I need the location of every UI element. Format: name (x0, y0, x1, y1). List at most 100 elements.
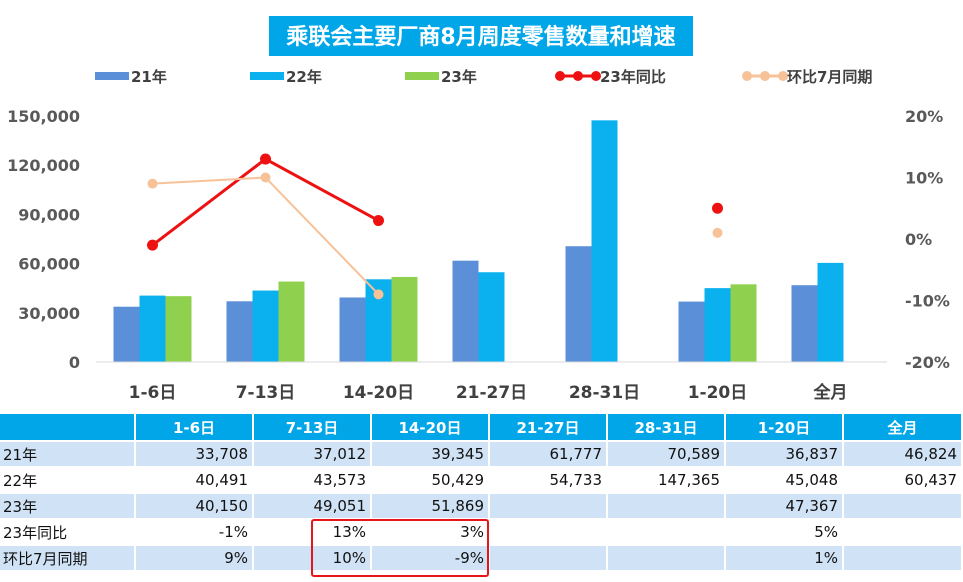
bar (165, 296, 192, 362)
legend: 21年 22年 23年 23年同比 环比7月同期 (95, 68, 872, 86)
table-header-21-27: 21-27日 (490, 414, 608, 442)
table-cell: 40,150 (136, 494, 254, 520)
table-cell: 61,777 (490, 442, 608, 468)
table-cell: 54,733 (490, 468, 608, 494)
legend-swatch-marker (573, 71, 583, 81)
table-cell (844, 494, 963, 520)
y-axis-left: 0 30,000 60,000 90,000 120,000 150,000 (7, 107, 80, 372)
table-cell: 9% (136, 546, 254, 572)
y-tick-left: 0 (69, 353, 80, 372)
table-cell: 45,048 (726, 468, 844, 494)
bar (252, 290, 279, 362)
table-header-1-20: 1-20日 (726, 414, 844, 442)
bar (139, 295, 166, 362)
bar (113, 306, 140, 362)
y-tick-left: 150,000 (7, 107, 80, 126)
bar (591, 120, 618, 362)
table-row-23-yoy: 23年同比 -1% 13% 3% 5% (0, 520, 963, 546)
table-header-14-20: 14-20日 (372, 414, 490, 442)
table-header-28-31: 28-31日 (608, 414, 726, 442)
table-cell: -1% (136, 520, 254, 546)
table-cell: 40,491 (136, 468, 254, 494)
table-cell: 1% (726, 546, 844, 572)
y-tick-right: 20% (905, 107, 943, 126)
table-cell: 46,824 (844, 442, 963, 468)
legend-label: 21年 (131, 68, 167, 86)
y-tick-left: 60,000 (18, 255, 80, 274)
row-label: 21年 (0, 442, 136, 468)
bar (730, 284, 757, 362)
chart-title: 乘联会主要厂商8月周度零售数量和增速 (285, 24, 675, 50)
bar (817, 262, 844, 362)
bar (339, 297, 366, 362)
table-row-23: 23年 40,150 49,051 51,869 47,367 (0, 494, 963, 520)
legend-swatch-marker (778, 71, 788, 81)
legend-label: 环比7月同期 (787, 68, 872, 86)
y-tick-right: 10% (905, 169, 943, 188)
chart-area: 乘联会主要厂商8月周度零售数量和增速 21年 22年 23年 23年同比 环比7月同期 … (7, 16, 950, 403)
x-axis: 1-6日 7-13日 14-20日 21-27日 28-31日 1-20日 全月 (96, 361, 887, 403)
x-tick-label: 全月 (813, 382, 848, 403)
legend-label: 23年同比 (600, 68, 666, 86)
bar (226, 301, 253, 362)
y-tick-left: 120,000 (7, 156, 80, 175)
legend-label: 22年 (286, 68, 322, 86)
bar (478, 272, 505, 362)
bar (565, 246, 592, 362)
table-cell (608, 520, 726, 546)
x-tick-label: 7-13日 (236, 383, 296, 403)
series-line (152, 176, 380, 296)
table-header-1-6: 1-6日 (136, 414, 254, 442)
table-cell: -9% (372, 546, 490, 572)
lines (147, 153, 723, 300)
bar (678, 301, 705, 362)
table-cell: 47,367 (726, 494, 844, 520)
bar (791, 285, 818, 362)
table-cell: 51,869 (372, 494, 490, 520)
chart-title-background (269, 16, 693, 56)
legend-swatch-marker (742, 71, 752, 81)
table-header-7-13: 7-13日 (254, 414, 372, 442)
legend-swatch (405, 72, 439, 80)
table-header-corner (0, 414, 136, 442)
series-line (151, 157, 380, 247)
table-row-mom: 环比7月同期 9% 10% -9% 1% (0, 546, 963, 572)
line-point (373, 289, 384, 300)
highlight-box (311, 519, 489, 577)
table-cell: 49,051 (254, 494, 372, 520)
y-tick-right: -10% (905, 292, 950, 311)
table-cell: 5% (726, 520, 844, 546)
bar (278, 281, 305, 362)
table-header-full-month: 全月 (844, 414, 963, 442)
table-cell: 50,429 (372, 468, 490, 494)
table-cell: 60,437 (844, 468, 963, 494)
table-cell (490, 520, 608, 546)
x-tick-label: 21-27日 (456, 383, 527, 403)
table-cell (608, 546, 726, 572)
y-tick-left: 90,000 (18, 205, 80, 224)
table-cell (844, 520, 963, 546)
legend-swatch-marker (591, 71, 601, 81)
bar (704, 288, 731, 362)
table-cell: 147,365 (608, 468, 726, 494)
row-label: 23年同比 (0, 520, 136, 546)
line-point (147, 178, 158, 189)
table-cell: 43,573 (254, 468, 372, 494)
table-cell: 3% (372, 520, 490, 546)
table-cell (490, 546, 608, 572)
table-cell: 39,345 (372, 442, 490, 468)
legend-label: 23年 (441, 68, 477, 86)
data-table: 1-6日 7-13日 14-20日 21-27日 28-31日 1-20日 全月… (0, 414, 963, 572)
line-point (260, 172, 271, 183)
table-cell (608, 494, 726, 520)
table-header-row: 1-6日 7-13日 14-20日 21-27日 28-31日 1-20日 全月 (0, 414, 963, 442)
line-point (373, 215, 384, 227)
line-point (147, 239, 158, 251)
chart-svg: 乘联会主要厂商8月周度零售数量和增速 21年 22年 23年 23年同比 环比7月同期 … (7, 16, 950, 403)
x-tick-label: 28-31日 (569, 383, 640, 403)
line-point (260, 153, 271, 165)
line-point (712, 227, 723, 238)
table-row-22: 22年 40,491 43,573 50,429 54,733 147,365 … (0, 468, 963, 494)
legend-swatch-marker (760, 71, 770, 81)
legend-swatch-marker (555, 71, 565, 81)
